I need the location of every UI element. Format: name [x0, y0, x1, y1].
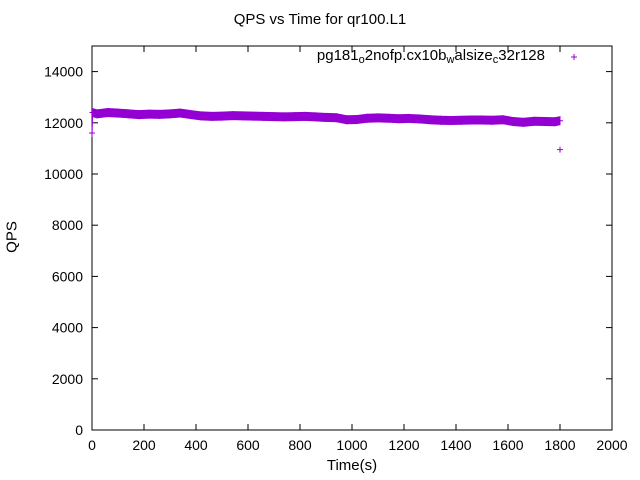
chart-title: QPS vs Time for qr100.L1	[233, 11, 407, 28]
y-tick-label: 4000	[52, 320, 83, 336]
data-band	[92, 107, 98, 119]
x-tick-label: 1000	[336, 437, 367, 453]
data-band	[179, 108, 192, 120]
x-tick-label: 1200	[388, 437, 419, 453]
legend-marker	[571, 54, 577, 60]
legend-label: pg181o2nofp.cx10bwalsizec32r128	[316, 47, 545, 66]
y-tick-label: 12000	[44, 115, 83, 131]
data-band	[335, 113, 348, 125]
x-tick-label: 800	[288, 437, 312, 453]
legend-subscript: w	[446, 54, 455, 66]
data-band	[190, 110, 202, 121]
data-band	[96, 107, 109, 119]
data-band	[502, 115, 514, 127]
data-series	[89, 107, 563, 153]
data-band	[523, 116, 535, 127]
legend-text: pg181	[316, 47, 359, 64]
x-axis: 0 200 400 600 800 1000 1200 1400 1600 1800 2000	[88, 46, 628, 453]
y-tick-label: 0	[75, 422, 83, 438]
data-band	[356, 113, 369, 125]
y-axis-label: QPS	[3, 221, 21, 253]
plot-area	[91, 45, 613, 431]
x-axis-label: Time(s)	[326, 457, 378, 474]
y-tick-label: 10000	[44, 166, 83, 182]
data-point	[557, 146, 563, 153]
y-tick-label: 8000	[52, 217, 83, 233]
legend-text: 32r128	[498, 47, 545, 64]
x-tick-label: 1400	[440, 437, 471, 453]
x-tick-label: 1800	[544, 437, 575, 453]
legend-subscript: c	[492, 54, 499, 66]
x-tick-label: 0	[88, 437, 96, 453]
y-tick-label: 2000	[52, 371, 83, 387]
y-tick-label: 14000	[44, 64, 83, 80]
data-point	[557, 117, 563, 124]
x-tick-label: 2000	[596, 437, 627, 453]
x-tick-label: 1600	[492, 437, 523, 453]
legend-sample	[571, 54, 577, 60]
legend-subscript: o	[358, 54, 365, 66]
x-tick-label: 600	[236, 437, 260, 453]
y-axis: 0 2000 4000 6000 8000 10000 12000 14000	[44, 64, 612, 438]
legend-text: alsize	[454, 47, 493, 64]
x-tick-label: 400	[184, 437, 208, 453]
x-tick-label: 200	[132, 437, 156, 453]
y-tick-label: 6000	[52, 268, 83, 284]
data-band	[554, 116, 561, 127]
legend-text: 2nofp.cx10b	[364, 47, 447, 64]
